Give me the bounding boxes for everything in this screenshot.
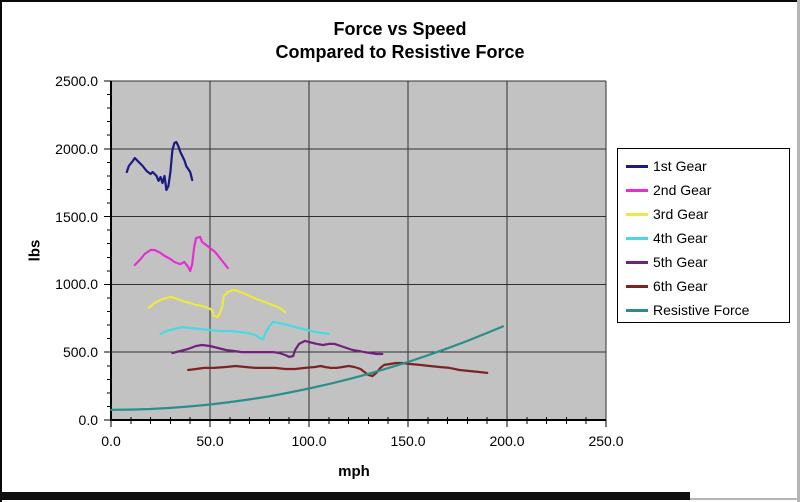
legend-item: 6th Gear [618,274,789,298]
legend-item: 1st Gear [618,154,789,178]
x-tick-label: 150.0 [390,433,426,449]
series-line-3rd-gear [147,288,287,318]
x-tick-label: 100.0 [291,433,327,449]
series-line-resistive-force [109,325,505,411]
series-line-2nd-gear [133,235,229,273]
legend-line-swatch [626,212,648,216]
y-tick-label: 500.0 [62,344,98,361]
x-axis-title: mph [338,463,370,480]
frame-edge-bottom-line [690,498,800,500]
legend-label: 3rd Gear [653,206,709,222]
series-line-4th-gear [159,320,330,341]
legend-label: 6th Gear [653,278,708,294]
chart-title-line1: Force vs Speed [333,19,467,39]
frame-edge-top [0,0,800,2]
y-tick-label: 2500.0 [55,73,98,89]
legend: 1st Gear 2nd Gear 3rd Gear 4th Gear 5th … [617,148,790,323]
legend-item: 4th Gear [618,226,789,250]
series-line-1st-gear [125,140,194,192]
legend-label: 1st Gear [653,158,707,174]
chart-title-line2: Compared to Resistive Force [275,42,525,62]
legend-item: 5th Gear [618,250,789,274]
legend-line-swatch [626,284,648,288]
y-tick-label: 1500.0 [55,208,98,225]
legend-item: Resistive Force [618,298,789,322]
y-tick-label: 1000.0 [55,276,98,293]
legend-label: 4th Gear [653,230,708,246]
legend-label: 2nd Gear [653,182,712,198]
x-tick-label: 50.0 [196,433,224,449]
x-tick-label: 200.0 [489,433,525,449]
legend-label: 5th Gear [653,254,708,270]
frame-edge-right [797,0,800,502]
y-axis-title: lbs [26,239,44,262]
series-line-6th-gear [187,361,489,378]
legend-label: Resistive Force [653,302,750,318]
legend-item: 3rd Gear [618,202,789,226]
chart-title: Force vs Speed Compared to Resistive For… [0,18,800,64]
legend-line-swatch [626,236,648,240]
legend-line-swatch [626,188,648,192]
legend-item: 2nd Gear [618,178,789,202]
x-tick-label: 250.0 [588,433,624,449]
series-line-5th-gear [171,339,384,358]
x-tick-label: 0.0 [101,433,121,449]
frame-edge-bottom-band [0,492,690,500]
frame-edge-left [0,0,2,502]
legend-line-swatch [626,308,648,312]
y-tick-label: 2000.0 [55,140,98,157]
y-tick-label: 0.0 [78,412,98,428]
legend-line-swatch [626,260,648,264]
legend-line-swatch [626,164,648,168]
